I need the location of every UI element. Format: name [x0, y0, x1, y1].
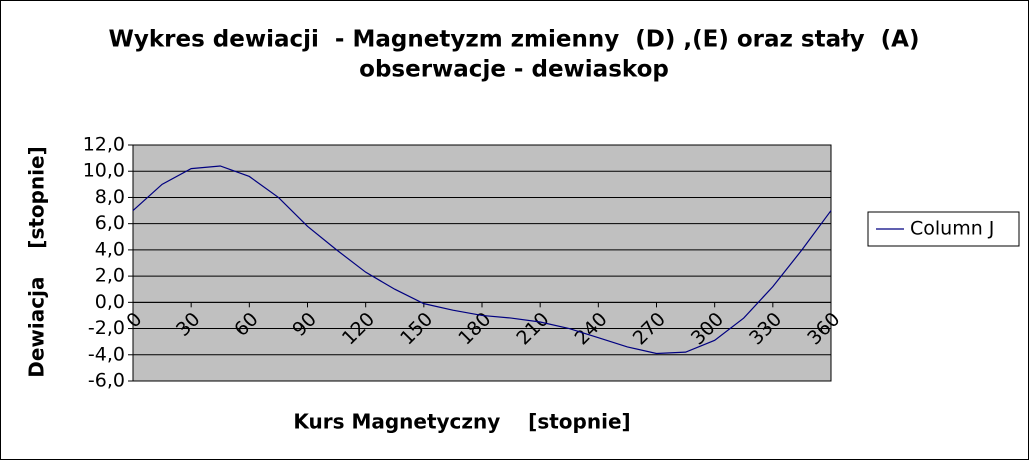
- y-tick-label: -4,0: [88, 343, 125, 365]
- y-tick-label: 10,0: [83, 160, 125, 182]
- y-tick-label: 4,0: [95, 238, 125, 260]
- y-tick-label: -2,0: [88, 317, 125, 339]
- y-tick-label: -6,0: [88, 370, 125, 392]
- y-tick-label: 12,0: [83, 134, 125, 156]
- legend-label: Column J: [910, 218, 994, 240]
- y-tick-label: 0,0: [95, 291, 125, 313]
- chart-title: Wykres dewiacji - Magnetyzm zmienny (D) …: [109, 27, 920, 53]
- y-tick-label: 6,0: [95, 212, 125, 234]
- y-axis-label: Dewiacja [stopnie]: [25, 146, 49, 378]
- plot-area: [132, 144, 832, 382]
- y-tick-label: 8,0: [95, 186, 125, 208]
- data-line: [132, 165, 832, 355]
- x-axis-label: Kurs Magnetyczny [stopnie]: [293, 410, 630, 434]
- chart-subtitle: obserwacje - dewiaskop: [359, 57, 669, 83]
- y-tick-label: 2,0: [95, 265, 125, 287]
